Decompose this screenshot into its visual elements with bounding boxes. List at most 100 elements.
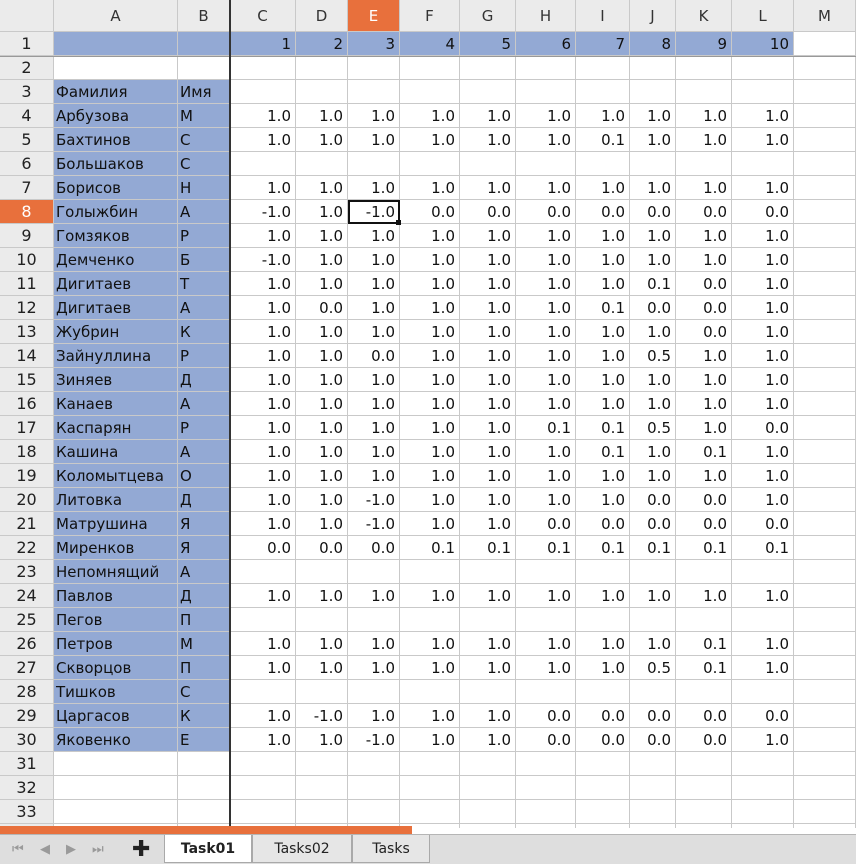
column-header-m[interactable]: M <box>794 0 856 32</box>
cell-h19[interactable]: 1.0 <box>516 464 576 488</box>
cell-h17[interactable]: 0.1 <box>516 416 576 440</box>
cell-m18[interactable] <box>794 440 856 464</box>
cell-l20[interactable]: 1.0 <box>732 488 794 512</box>
cell-j6[interactable] <box>630 152 676 176</box>
cell-l13[interactable]: 1.0 <box>732 320 794 344</box>
cell-e5[interactable]: 1.0 <box>348 128 400 152</box>
cell-h1[interactable]: 6 <box>516 32 576 56</box>
cell-k33[interactable] <box>676 800 732 824</box>
cell-l30[interactable]: 1.0 <box>732 728 794 752</box>
row-header-31[interactable]: 31 <box>0 752 54 776</box>
column-header-d[interactable]: D <box>296 0 348 32</box>
cell-b33[interactable] <box>178 800 230 824</box>
cell-f34[interactable] <box>400 824 460 828</box>
add-sheet-icon[interactable]: ✚ <box>132 837 151 862</box>
cell-e21[interactable]: -1.0 <box>348 512 400 536</box>
cell-e32[interactable] <box>348 776 400 800</box>
cell-f15[interactable]: 1.0 <box>400 368 460 392</box>
cell-l27[interactable]: 1.0 <box>732 656 794 680</box>
cell-g6[interactable] <box>460 152 516 176</box>
cell-a11[interactable]: Дигитаев <box>54 272 178 296</box>
cell-e24[interactable]: 1.0 <box>348 584 400 608</box>
cell-g1[interactable]: 5 <box>460 32 516 56</box>
row-header-5[interactable]: 5 <box>0 128 54 152</box>
cell-b8[interactable]: А <box>178 200 230 224</box>
cell-l32[interactable] <box>732 776 794 800</box>
cell-h18[interactable]: 1.0 <box>516 440 576 464</box>
cell-j12[interactable]: 0.0 <box>630 296 676 320</box>
cell-f19[interactable]: 1.0 <box>400 464 460 488</box>
cell-e29[interactable]: 1.0 <box>348 704 400 728</box>
row-header-4[interactable]: 4 <box>0 104 54 128</box>
cell-g19[interactable]: 1.0 <box>460 464 516 488</box>
cell-e12[interactable]: 1.0 <box>348 296 400 320</box>
cell-h27[interactable]: 1.0 <box>516 656 576 680</box>
cell-e27[interactable]: 1.0 <box>348 656 400 680</box>
cell-i25[interactable] <box>576 608 630 632</box>
cell-m11[interactable] <box>794 272 856 296</box>
cell-d21[interactable]: 1.0 <box>296 512 348 536</box>
cell-l24[interactable]: 1.0 <box>732 584 794 608</box>
cell-b6[interactable]: С <box>178 152 230 176</box>
cell-k6[interactable] <box>676 152 732 176</box>
cell-a13[interactable]: Жубрин <box>54 320 178 344</box>
cell-b20[interactable]: Д <box>178 488 230 512</box>
cell-d13[interactable]: 1.0 <box>296 320 348 344</box>
cell-c22[interactable]: 0.0 <box>230 536 296 560</box>
cell-i4[interactable]: 1.0 <box>576 104 630 128</box>
cell-g11[interactable]: 1.0 <box>460 272 516 296</box>
cell-m22[interactable] <box>794 536 856 560</box>
cell-a22[interactable]: Миренков <box>54 536 178 560</box>
cell-a32[interactable] <box>54 776 178 800</box>
cell-m12[interactable] <box>794 296 856 320</box>
cell-h15[interactable]: 1.0 <box>516 368 576 392</box>
cell-k20[interactable]: 0.0 <box>676 488 732 512</box>
cell-j7[interactable]: 1.0 <box>630 176 676 200</box>
cell-m28[interactable] <box>794 680 856 704</box>
cell-b15[interactable]: Д <box>178 368 230 392</box>
cell-i30[interactable]: 0.0 <box>576 728 630 752</box>
cell-b16[interactable]: А <box>178 392 230 416</box>
cell-k23[interactable] <box>676 560 732 584</box>
cell-m23[interactable] <box>794 560 856 584</box>
cell-k5[interactable]: 1.0 <box>676 128 732 152</box>
cell-f27[interactable]: 1.0 <box>400 656 460 680</box>
cell-a23[interactable]: Непомнящий <box>54 560 178 584</box>
cell-f22[interactable]: 0.1 <box>400 536 460 560</box>
cell-g16[interactable]: 1.0 <box>460 392 516 416</box>
cell-l3[interactable] <box>732 80 794 104</box>
cell-k32[interactable] <box>676 776 732 800</box>
cell-e31[interactable] <box>348 752 400 776</box>
spreadsheet-grid[interactable]: A B C D E F G H I J K L M 1 1 2 3 4 5 6 7 8 9 10 2 3 Фамилия Имя 4 Ар… <box>0 0 856 828</box>
cell-c14[interactable]: 1.0 <box>230 344 296 368</box>
cell-c17[interactable]: 1.0 <box>230 416 296 440</box>
cell-d4[interactable]: 1.0 <box>296 104 348 128</box>
cell-b30[interactable]: Е <box>178 728 230 752</box>
cell-c19[interactable]: 1.0 <box>230 464 296 488</box>
cell-k22[interactable]: 0.1 <box>676 536 732 560</box>
cell-d12[interactable]: 0.0 <box>296 296 348 320</box>
cell-c11[interactable]: 1.0 <box>230 272 296 296</box>
cell-i20[interactable]: 1.0 <box>576 488 630 512</box>
cell-m34[interactable] <box>794 824 856 828</box>
cell-h12[interactable]: 1.0 <box>516 296 576 320</box>
cell-k17[interactable]: 1.0 <box>676 416 732 440</box>
column-header-f[interactable]: F <box>400 0 460 32</box>
cell-m33[interactable] <box>794 800 856 824</box>
cell-m21[interactable] <box>794 512 856 536</box>
cell-k26[interactable]: 0.1 <box>676 632 732 656</box>
cell-c5[interactable]: 1.0 <box>230 128 296 152</box>
cell-b17[interactable]: Р <box>178 416 230 440</box>
cell-l26[interactable]: 1.0 <box>732 632 794 656</box>
cell-i16[interactable]: 1.0 <box>576 392 630 416</box>
sheet-tab-tasks02[interactable]: Tasks02 <box>252 835 352 863</box>
cell-j27[interactable]: 0.5 <box>630 656 676 680</box>
cell-l2[interactable] <box>732 56 794 80</box>
cell-m4[interactable] <box>794 104 856 128</box>
cell-a15[interactable]: Зиняев <box>54 368 178 392</box>
cell-d2[interactable] <box>296 56 348 80</box>
cell-l34[interactable] <box>732 824 794 828</box>
cell-b1[interactable] <box>178 32 230 56</box>
cell-d16[interactable]: 1.0 <box>296 392 348 416</box>
cell-l33[interactable] <box>732 800 794 824</box>
